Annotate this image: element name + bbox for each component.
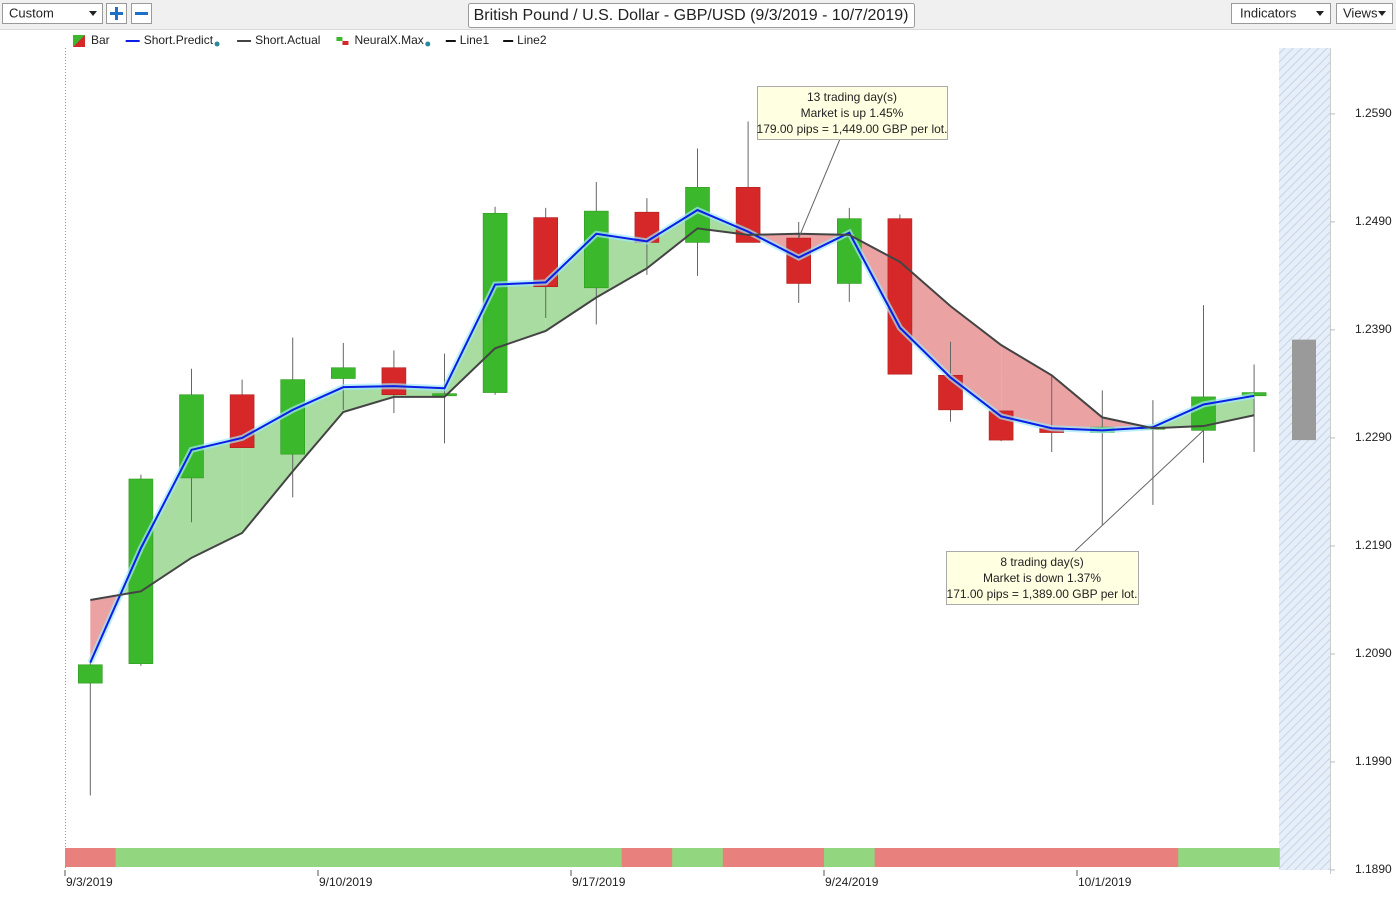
- annotation-box: [757, 86, 948, 140]
- legend-icon: [73, 35, 85, 47]
- x-tick-label: 9/10/2019: [319, 875, 373, 889]
- signal-segment: [975, 848, 1027, 867]
- x-tick-label: 10/1/2019: [1078, 875, 1132, 889]
- y-tick-label: 1.2290: [1355, 430, 1392, 444]
- legend-label: Short.Actual: [255, 33, 320, 47]
- signal-segment: [722, 848, 774, 867]
- band-fill: [140, 449, 192, 592]
- band-fill: [495, 282, 546, 349]
- legend-label: Line1: [460, 33, 490, 47]
- x-tick-label: 9/17/2019: [572, 875, 626, 889]
- signal-segment: [520, 848, 572, 867]
- preset-dropdown[interactable]: Custom: [2, 3, 103, 24]
- signal-segment: [1178, 848, 1230, 867]
- annotation-box: [946, 551, 1139, 605]
- legend-label: Line2: [517, 33, 547, 47]
- signal-segment: [1228, 848, 1280, 867]
- annotation-text: 171.00 pips = 1,389.00 GBP per lot.: [947, 587, 1138, 601]
- y-tick-label: 1.2590: [1355, 106, 1392, 120]
- views-dropdown[interactable]: Views: [1336, 3, 1393, 24]
- annotation-text: 8 trading day(s): [1000, 555, 1083, 569]
- signal-segment: [166, 848, 218, 867]
- annotation-pointer: [798, 138, 841, 239]
- legend-label: Short.Predict: [144, 33, 214, 47]
- views-label: Views: [1343, 5, 1378, 20]
- annotation-text: 179.00 pips = 1,449.00 GBP per lot.: [757, 122, 948, 136]
- candle-body: [381, 367, 407, 396]
- zoom-out-button[interactable]: [131, 3, 152, 24]
- signal-segment: [267, 848, 319, 867]
- candle-body: [330, 367, 356, 379]
- forecast-range: [1292, 339, 1316, 441]
- signal-segment: [318, 848, 369, 867]
- y-tick-label: 1.2190: [1355, 538, 1392, 552]
- legend-item: Short.Actual: [237, 33, 320, 47]
- signal-segment: [1026, 848, 1078, 867]
- signal-segment: [874, 848, 926, 867]
- y-tick-label: 1.2390: [1355, 322, 1392, 336]
- band-fill: [1051, 375, 1103, 431]
- y-tick-label: 1.1990: [1355, 754, 1392, 768]
- annotation-text: Market is down 1.37%: [983, 571, 1101, 585]
- band-fill: [343, 386, 394, 413]
- candle-body: [78, 664, 103, 684]
- signal-segment: [1077, 848, 1128, 867]
- signal-segment: [824, 848, 875, 867]
- legend-item: NeuralX.Max: [336, 33, 431, 47]
- band-fill: [191, 437, 243, 558]
- series-line: [89, 208, 1255, 664]
- title-box: [468, 3, 915, 28]
- chart-title: British Pound / U.S. Dollar - GBP/USD (9…: [474, 7, 909, 24]
- legend-item: Bar: [73, 33, 110, 47]
- band-fill: [899, 261, 951, 378]
- indicators-label: Indicators: [1240, 5, 1297, 20]
- signal-segment: [1127, 848, 1179, 867]
- signal-segment: [419, 848, 471, 867]
- candle-body: [583, 210, 609, 289]
- signal-segment: [115, 848, 167, 867]
- legend-item: Line1: [445, 33, 490, 47]
- y-tick-label: 1.1890: [1355, 862, 1392, 876]
- indicators-dropdown[interactable]: Indicators: [1231, 3, 1331, 24]
- legend-label: NeuralX.Max: [354, 33, 423, 47]
- signal-segment: [672, 848, 724, 867]
- signal-segment: [571, 848, 622, 867]
- band-fill: [545, 233, 597, 332]
- band-fill: [950, 306, 1002, 417]
- signal-segment: [65, 848, 116, 867]
- annotation-text: 13 trading day(s): [807, 90, 897, 104]
- preset-label: Custom: [9, 5, 54, 20]
- band-fill: [646, 210, 698, 269]
- annotation-pointer: [1074, 430, 1204, 552]
- band-fill: [292, 387, 344, 472]
- signal-segment: [368, 848, 420, 867]
- zoom-in-button[interactable]: [106, 3, 127, 24]
- candle-body: [887, 218, 913, 375]
- legend-dot: [425, 41, 431, 47]
- legend-item: Short.Predict: [125, 33, 220, 47]
- y-tick-label: 1.2490: [1355, 214, 1392, 228]
- legend-item: Line2: [503, 33, 547, 47]
- legend-icon: [336, 37, 343, 41]
- series-line: [90, 227, 1255, 601]
- band-fill: [242, 409, 293, 533]
- candle-body: [432, 393, 457, 397]
- signal-segment: [925, 848, 977, 867]
- legend-label: Bar: [91, 33, 110, 47]
- signal-segment: [216, 848, 268, 867]
- legend-icon: [342, 41, 349, 45]
- x-tick-label: 9/24/2019: [825, 875, 879, 889]
- signal-segment: [469, 848, 521, 867]
- future-area: [1279, 48, 1330, 870]
- band-fill: [1001, 345, 1052, 429]
- y-tick-label: 1.2090: [1355, 646, 1392, 660]
- x-tick-label: 9/3/2019: [66, 875, 113, 889]
- legend-dot: [214, 41, 220, 47]
- signal-segment: [773, 848, 825, 867]
- signal-segment: [621, 848, 673, 867]
- annotation-text: Market is up 1.45%: [801, 106, 904, 120]
- band-fill: [596, 233, 647, 298]
